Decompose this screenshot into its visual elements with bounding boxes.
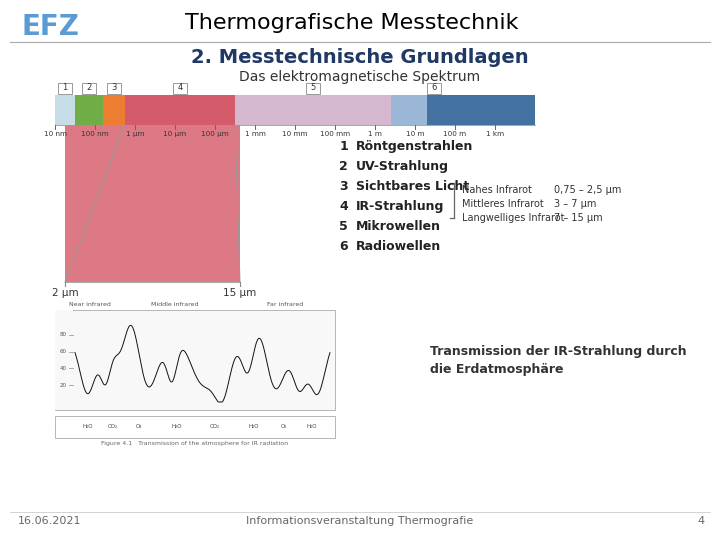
Text: 10 μm: 10 μm [163, 131, 186, 137]
Bar [427, 95, 535, 125]
Bar [55, 416, 335, 438]
Text: Transmission der IR-Strahlung durch
die Erdatmosphäre: Transmission der IR-Strahlung durch die … [430, 345, 687, 376]
Text: Röntgenstrahlen: Röntgenstrahlen [356, 140, 473, 153]
Text: CO₂: CO₂ [108, 424, 118, 429]
Text: 1 m: 1 m [368, 131, 382, 137]
Text: Radiowellen: Radiowellen [356, 240, 441, 253]
Text: H₂O: H₂O [172, 424, 182, 429]
Text: 1 μm: 1 μm [126, 131, 144, 137]
Text: 100 m: 100 m [444, 131, 467, 137]
Text: 100 μm: 100 μm [201, 131, 229, 137]
Text: 6: 6 [339, 240, 348, 253]
Bar [235, 95, 391, 125]
Text: 0,75 – 2,5 μm: 0,75 – 2,5 μm [554, 185, 621, 195]
Bar [391, 95, 427, 125]
Bar [55, 310, 335, 410]
Text: 2 μm: 2 μm [52, 288, 78, 298]
Text: 100 nm: 100 nm [81, 131, 109, 137]
Text: 60: 60 [60, 349, 67, 354]
Text: 4: 4 [177, 84, 182, 92]
FancyBboxPatch shape [82, 83, 96, 93]
Text: Far infrared: Far infrared [267, 302, 303, 307]
Bar [65, 125, 240, 282]
FancyBboxPatch shape [173, 83, 186, 93]
Text: 16.06.2021: 16.06.2021 [18, 516, 81, 526]
Text: H₂O: H₂O [307, 424, 318, 429]
Text: 1 km: 1 km [486, 131, 504, 137]
Text: 3: 3 [339, 180, 348, 193]
Text: H₂O: H₂O [83, 424, 93, 429]
FancyBboxPatch shape [107, 83, 120, 93]
Text: Langwelliges Infrarot: Langwelliges Infrarot [462, 213, 564, 223]
Text: 10 nm: 10 nm [43, 131, 66, 137]
Text: 10 mm: 10 mm [282, 131, 307, 137]
Text: 2. Messtechnische Grundlagen: 2. Messtechnische Grundlagen [192, 48, 528, 67]
FancyBboxPatch shape [427, 83, 441, 93]
Text: CO₂: CO₂ [210, 424, 220, 429]
FancyBboxPatch shape [306, 83, 320, 93]
Text: Nahes Infrarot: Nahes Infrarot [462, 185, 532, 195]
Text: 4: 4 [698, 516, 705, 526]
Text: 4: 4 [339, 200, 348, 213]
Text: Informationsveranstaltung Thermografie: Informationsveranstaltung Thermografie [246, 516, 474, 526]
Text: Middle infrared: Middle infrared [151, 302, 199, 307]
Text: Near infrared: Near infrared [69, 302, 111, 307]
Text: Das elektromagnetische Spektrum: Das elektromagnetische Spektrum [240, 70, 480, 84]
Text: 1: 1 [339, 140, 348, 153]
Text: 20: 20 [60, 383, 67, 388]
Text: 1 mm: 1 mm [245, 131, 266, 137]
Text: UV-Strahlung: UV-Strahlung [356, 160, 449, 173]
Text: 5: 5 [339, 220, 348, 233]
Bar [103, 95, 125, 125]
Text: 100 mm: 100 mm [320, 131, 350, 137]
Text: EFZ: EFZ [22, 13, 80, 41]
Text: 40: 40 [60, 366, 67, 371]
Text: Mikrowellen: Mikrowellen [356, 220, 441, 233]
Text: H₂O: H₂O [248, 424, 258, 429]
Text: 2: 2 [339, 160, 348, 173]
Text: 2: 2 [86, 84, 91, 92]
Text: 3: 3 [111, 84, 116, 92]
FancyBboxPatch shape [58, 83, 72, 93]
Text: Figure 4.1   Transmission of the atmosphere for IR radiation: Figure 4.1 Transmission of the atmospher… [102, 441, 289, 446]
Text: O₂: O₂ [281, 424, 287, 429]
Text: 5: 5 [310, 84, 316, 92]
Text: 15 μm: 15 μm [223, 288, 256, 298]
Text: Sichtbares Licht: Sichtbares Licht [356, 180, 469, 193]
Text: Mittleres Infrarot: Mittleres Infrarot [462, 199, 544, 209]
Text: 7 – 15 μm: 7 – 15 μm [554, 213, 603, 223]
Bar [55, 95, 75, 125]
Bar [55, 310, 73, 410]
Text: Thermografische Messtechnik: Thermografische Messtechnik [185, 13, 518, 33]
Bar [125, 95, 235, 125]
Bar [75, 95, 103, 125]
Text: 3 – 7 μm: 3 – 7 μm [554, 199, 596, 209]
Text: 1: 1 [63, 84, 68, 92]
Text: IR-Strahlung: IR-Strahlung [356, 200, 444, 213]
Text: O₃: O₃ [135, 424, 142, 429]
Text: 6: 6 [431, 84, 437, 92]
Text: 10 m: 10 m [406, 131, 424, 137]
Text: 80: 80 [60, 332, 67, 338]
